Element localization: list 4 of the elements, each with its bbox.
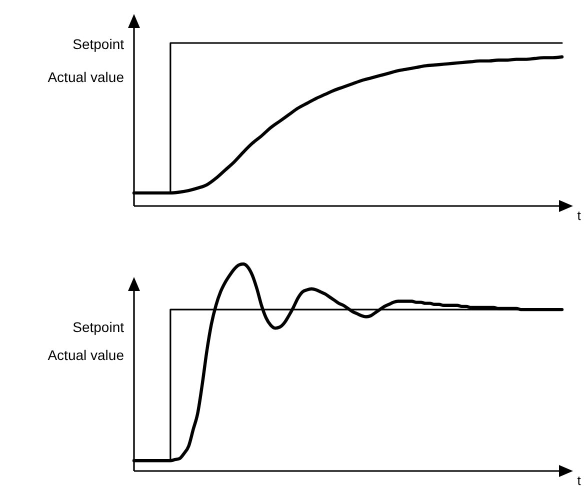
x-axis-title: t xyxy=(577,208,582,223)
y-axis-title: Setpoint Actual value xyxy=(48,319,124,363)
text: Setpoint Actual value xyxy=(48,36,124,85)
x-axis-title: t xyxy=(577,473,582,486)
